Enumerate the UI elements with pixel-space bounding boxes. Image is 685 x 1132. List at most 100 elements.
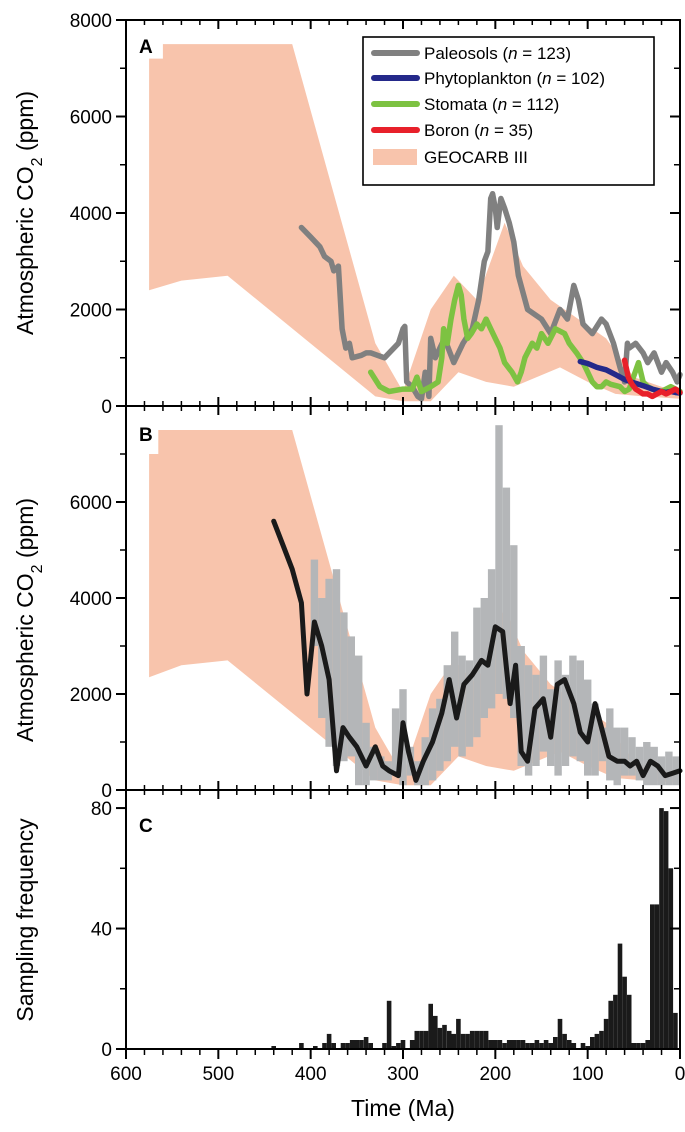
histogram-bar	[488, 1040, 493, 1049]
composite-range-bar	[532, 674, 540, 766]
composite-range-bar	[606, 708, 614, 781]
panel-b: 0 2000 4000 6000 B Atmospheric CO2 (ppm)	[12, 405, 683, 802]
y-tick-label: 2000	[70, 685, 112, 706]
histogram-bar	[483, 1030, 489, 1049]
y-tick-label: 6000	[70, 493, 112, 514]
histogram-bar	[645, 1040, 650, 1049]
panel-letter-c: C	[139, 816, 153, 837]
composite-range-bar	[584, 679, 592, 776]
x-axis-label: Time (Ma)	[351, 1095, 455, 1121]
histogram-bar	[368, 1043, 373, 1049]
composite-line	[271, 518, 683, 783]
x-tick-label: 0	[675, 1064, 685, 1085]
histogram-bar	[345, 1043, 350, 1049]
histogram-bar	[520, 1040, 526, 1049]
composite-range-bar	[465, 660, 474, 747]
histogram-bar	[543, 1040, 549, 1049]
x-tick-label: 600	[110, 1064, 142, 1085]
histogram-bar	[511, 1040, 517, 1049]
series-line-boron	[621, 357, 683, 400]
panel-c: 0 40 80 C Sampling frequency	[12, 789, 681, 1061]
histogram-bar	[502, 1043, 507, 1049]
legend-entry-boron: Boron (n = 35)	[424, 121, 533, 140]
composite-range-bar	[362, 722, 370, 786]
panel-a: 0 2000 4000 6000 8000 A Atmospheric CO2 (ppm…	[12, 11, 683, 418]
histogram-bar	[391, 1046, 397, 1049]
histogram-bar	[553, 1037, 558, 1049]
histogram-bar	[322, 1043, 327, 1049]
legend-entry-phytoplankton: Phytoplankton (n = 102)	[424, 69, 605, 88]
histogram-bar	[396, 1043, 401, 1049]
y-tick-label: 0	[101, 781, 112, 802]
y-tick-label: 4000	[70, 204, 112, 225]
histogram-bar	[631, 1043, 637, 1049]
histogram-bar	[331, 1043, 336, 1049]
histogram-bar	[271, 1046, 276, 1049]
histogram-bar	[636, 1043, 641, 1049]
histogram-bar	[650, 904, 655, 1049]
histogram-bar	[668, 868, 674, 1049]
histogram-bar	[419, 1030, 424, 1049]
y-tick-label: 0	[101, 1040, 112, 1061]
histogram-bar	[386, 1000, 392, 1049]
histogram-bar	[608, 1000, 613, 1049]
histogram-bar	[400, 1040, 406, 1049]
histogram-bar	[613, 994, 618, 1049]
y-tick-label: 6000	[70, 108, 112, 129]
histogram-bar	[460, 1033, 466, 1049]
composite-range-bar	[332, 569, 341, 766]
y-tick-label: 80	[91, 799, 112, 820]
legend-swatch-geocarb	[373, 149, 417, 165]
composite-range-bar	[473, 607, 481, 738]
histogram-bar	[673, 1012, 678, 1049]
composite-range-bar	[458, 655, 466, 757]
histogram-bar	[497, 1040, 503, 1049]
histogram-bar	[506, 1040, 512, 1049]
histogram-bar	[340, 1043, 346, 1049]
histogram-bar	[299, 1043, 304, 1049]
composite-range-bar	[347, 636, 355, 757]
sampling-histogram	[271, 808, 678, 1049]
histogram-bar	[566, 1040, 572, 1049]
histogram-bar	[382, 1043, 387, 1049]
histogram-bar	[516, 1040, 521, 1049]
histogram-bar	[474, 1030, 480, 1049]
histogram-bar	[590, 1037, 595, 1049]
histogram-bar	[469, 1030, 475, 1049]
x-axis: 600 500 400 300 200 100 0	[110, 1064, 685, 1085]
histogram-bar	[313, 1046, 318, 1049]
histogram-bar	[626, 994, 632, 1049]
series-line-stomata	[367, 282, 683, 395]
histogram-bar	[354, 1040, 360, 1049]
series-line-composite	[271, 518, 683, 783]
composite-range-bar	[377, 756, 385, 781]
y-tick-label: 40	[91, 920, 112, 941]
legend-entry-paleosols: Paleosols (n = 123)	[424, 44, 571, 63]
composite-range-bar	[517, 646, 525, 766]
geocarb-band-a	[149, 44, 681, 402]
histogram-bar	[456, 1018, 461, 1049]
histogram-bar	[363, 1037, 369, 1049]
composite-range-bar	[340, 612, 348, 762]
y-tick-label: 8000	[70, 11, 112, 32]
composite-range-bar	[480, 598, 488, 718]
histogram-bar	[617, 943, 623, 1049]
x-tick-label: 200	[479, 1064, 511, 1085]
histogram-bar	[479, 1030, 484, 1049]
histogram-bar	[423, 1030, 429, 1049]
histogram-bar	[465, 1033, 470, 1049]
histogram-bar	[437, 1027, 443, 1049]
composite-range-bar	[325, 578, 333, 747]
y-tick-label: 2000	[70, 301, 112, 322]
composite-range-bar	[310, 559, 319, 646]
legend-entry-geocarb: GEOCARB III	[424, 148, 528, 167]
x-tick-label: 400	[295, 1064, 327, 1085]
plot-frame-c	[125, 789, 681, 1050]
histogram-bar	[557, 1018, 563, 1049]
x-tick-label: 100	[572, 1064, 604, 1085]
axis-ticks-a: 0 2000 4000 6000 8000	[70, 11, 681, 418]
composite-range-bar	[436, 698, 444, 771]
histogram-bar	[428, 1003, 433, 1049]
composite-range-bar	[561, 674, 570, 766]
